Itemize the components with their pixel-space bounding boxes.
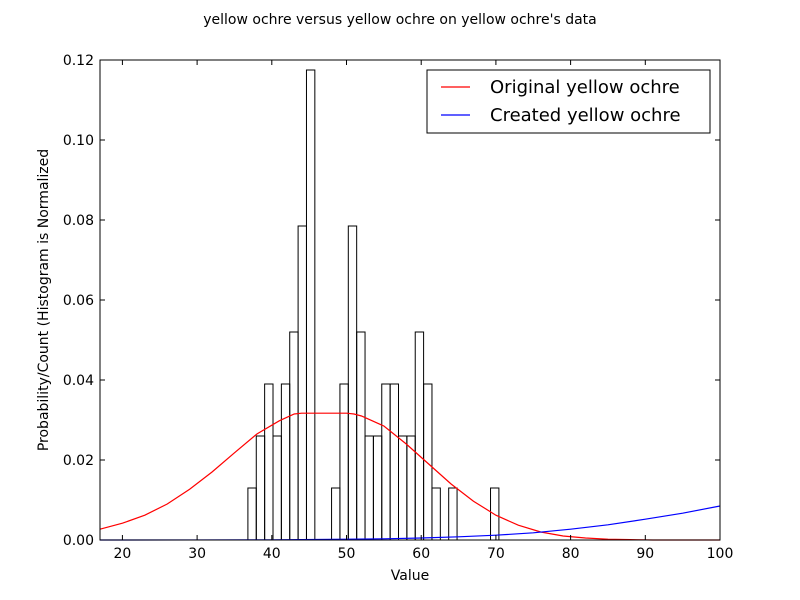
y-tick-label: 0.06 — [63, 293, 94, 309]
histogram-bar — [389, 383, 400, 541]
histogram-bar — [255, 435, 266, 541]
legend: Original yellow ochre Created yellow och… — [426, 69, 711, 134]
histogram-bar — [339, 383, 349, 541]
histogram-bar — [364, 435, 374, 541]
x-tick-label: 70 — [487, 546, 505, 562]
histogram-bar — [305, 69, 316, 541]
x-tick-label: 90 — [636, 546, 654, 562]
x-axis-label: Value — [391, 568, 429, 584]
x-tick-label: 50 — [338, 546, 356, 562]
histogram-bar — [381, 383, 391, 541]
y-axis-ticks: 0.00 0.02 0.04 0.06 0.08 0.10 0.12 — [63, 53, 720, 549]
y-tick-label: 0.00 — [63, 533, 94, 549]
histogram-bars — [247, 69, 500, 541]
x-axis-ticks: 20 30 40 50 60 70 80 90 100 — [113, 60, 733, 562]
y-tick-label: 0.12 — [63, 53, 94, 69]
density-lines — [99, 412, 721, 541]
y-tick-label: 0.08 — [63, 213, 94, 229]
histogram-bar — [247, 487, 257, 541]
histogram-bar — [356, 331, 366, 541]
legend-box — [426, 69, 711, 134]
histogram-bar — [448, 487, 458, 541]
series-line-1 — [99, 505, 721, 541]
histogram-bar — [280, 383, 291, 541]
histogram-bar — [264, 383, 274, 541]
histogram-bar — [431, 487, 441, 541]
y-axis-label: Probability/Count (Histogram is Normaliz… — [36, 149, 52, 451]
histogram-bar — [272, 435, 282, 541]
histogram-bar — [372, 435, 383, 541]
histogram-bar — [347, 225, 358, 541]
histogram-bar — [423, 383, 433, 541]
histogram-bar — [414, 331, 425, 541]
x-tick-label: 40 — [263, 546, 281, 562]
histogram-bar — [297, 225, 307, 541]
series-line-0 — [99, 412, 720, 541]
x-tick-label: 20 — [113, 546, 131, 562]
legend-label-original: Original yellow ochre — [490, 77, 680, 98]
x-tick-label: 60 — [412, 546, 430, 562]
y-tick-label: 0.04 — [63, 373, 94, 389]
legend-label-created: Created yellow ochre — [490, 105, 681, 126]
x-tick-label: 100 — [707, 546, 734, 562]
chart-title: yellow ochre versus yellow ochre on yell… — [203, 12, 597, 28]
x-tick-label: 80 — [562, 546, 580, 562]
y-tick-label: 0.10 — [63, 133, 94, 149]
histogram-bar — [331, 487, 341, 541]
y-tick-label: 0.02 — [63, 453, 94, 469]
histogram-bar — [398, 435, 408, 541]
histogram-bar — [289, 331, 299, 541]
x-tick-label: 30 — [188, 546, 206, 562]
